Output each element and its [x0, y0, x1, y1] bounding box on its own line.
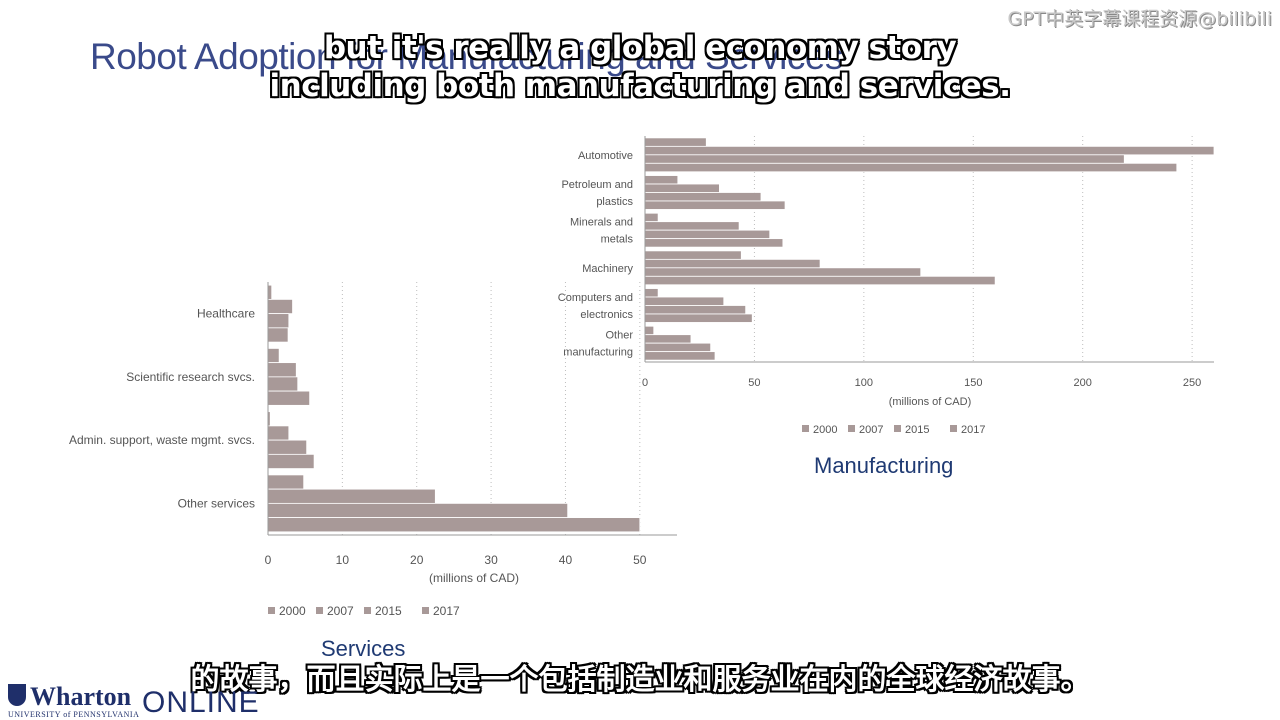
manufacturing-bar-3-2015 [644, 267, 922, 277]
services-tick-label-4: 40 [559, 553, 573, 567]
manufacturing-bar-0-2015 [644, 154, 1125, 164]
services-chart-title: Services [321, 636, 406, 661]
manufacturing-bar-4-2017 [644, 313, 753, 323]
services-legend-label-2015: 2015 [375, 604, 402, 618]
manufacturing-legend-swatch-2000 [802, 425, 809, 432]
manufacturing-category-label-1-line-1: plastics [596, 196, 633, 208]
manufacturing-bar-3-2007 [644, 258, 821, 269]
services-legend-swatch-2015 [364, 607, 371, 614]
manufacturing-bar-2-2007 [644, 221, 740, 231]
services-legend-swatch-2017 [422, 607, 429, 614]
manufacturing-bar-4-2000 [644, 288, 659, 298]
manufacturing-category-label-4-line-1: electronics [580, 309, 633, 321]
manufacturing-tick-label-5: 250 [1183, 377, 1201, 389]
slide-title: Robot Adoption for Manufacturing and Ser… [90, 36, 843, 77]
services-tick-label-5: 50 [633, 553, 647, 567]
manufacturing-bar-1-2017 [644, 200, 786, 210]
services-tick-label-1: 10 [336, 553, 350, 567]
services-x-axis-label: (millions of CAD) [429, 571, 519, 585]
services-bar-3-2017 [267, 517, 641, 533]
manufacturing-bar-5-2015 [644, 342, 712, 353]
services-bar-3-2007 [267, 488, 436, 504]
logo-name: Wharton [30, 682, 132, 711]
manufacturing-bar-5-2017 [644, 351, 716, 361]
services-tick-label-0: 0 [265, 553, 272, 567]
manufacturing-category-label-0: Automotive [578, 150, 633, 162]
manufacturing-tick-label-3: 150 [964, 377, 982, 389]
services-tick-label-2: 20 [410, 553, 424, 567]
services-legend-label-2007: 2007 [327, 604, 354, 618]
services-bar-0-2000 [267, 284, 273, 300]
services-bar-0-2007 [267, 298, 293, 315]
watermark: GPT中英字幕课程资源@bilibili [1007, 8, 1272, 30]
manufacturing-bar-3-2000 [644, 250, 742, 260]
services-legend-label-2017: 2017 [433, 604, 460, 618]
manufacturing-legend-label-2007: 2007 [859, 424, 883, 436]
services-category-label-2: Admin. support, waste mgmt. svcs. [69, 433, 255, 447]
services-bar-0-2017 [267, 327, 289, 343]
shield-crest-icon [8, 684, 26, 706]
services-tick-label-3: 30 [484, 553, 498, 567]
services-bar-2-2007 [267, 425, 290, 441]
services-bar-0-2015 [267, 313, 290, 329]
services-bar-1-2015 [267, 376, 299, 392]
subtitle-english-line-2: including both manufacturing and service… [269, 68, 1012, 104]
manufacturing-bar-1-2007 [644, 183, 720, 193]
manufacturing-bar-5-2007 [644, 334, 692, 344]
manufacturing-bar-4-2007 [644, 296, 725, 306]
manufacturing-legend-swatch-2015 [894, 425, 901, 432]
manufacturing-tick-label-2: 100 [855, 377, 873, 389]
manufacturing-bar-2-2000 [644, 212, 659, 223]
services-bar-1-2007 [267, 362, 297, 378]
manufacturing-bar-0-2000 [644, 137, 707, 147]
manufacturing-bar-4-2015 [644, 305, 747, 315]
services-bar-2-2017 [267, 453, 315, 469]
manufacturing-legend-swatch-2017 [950, 425, 957, 432]
manufacturing-bar-2-2017 [644, 238, 784, 248]
services-bar-3-2015 [267, 502, 569, 519]
manufacturing-legend-swatch-2007 [848, 425, 855, 432]
manufacturing-bar-0-2007 [644, 145, 1215, 156]
subtitle-english-line-1: but it's really a global economy story [323, 30, 957, 66]
services-category-label-3: Other services [178, 496, 255, 510]
services-bar-3-2000 [267, 474, 305, 490]
manufacturing-category-label-2-line-1: metals [601, 234, 634, 246]
manufacturing-category-label-3: Machinery [582, 263, 633, 275]
manufacturing-bar-1-2000 [644, 175, 679, 185]
manufacturing-bar-0-2017 [644, 162, 1178, 173]
manufacturing-legend-label-2017: 2017 [961, 424, 985, 436]
services-legend-swatch-2000 [268, 607, 275, 614]
logo-online: ONLINE [142, 686, 260, 719]
services-bar-2-2015 [267, 439, 308, 455]
manufacturing-category-label-2-line-0: Minerals and [570, 217, 633, 229]
services-legend-swatch-2007 [316, 607, 323, 614]
manufacturing-category-label-5-line-1: manufacturing [563, 347, 633, 359]
manufacturing-chart-title: Manufacturing [814, 453, 954, 478]
manufacturing-legend-label-2000: 2000 [813, 424, 837, 436]
manufacturing-legend-label-2015: 2015 [905, 424, 929, 436]
manufacturing-tick-label-0: 0 [642, 377, 648, 389]
services-bar-1-2000 [267, 348, 280, 364]
services-category-label-1: Scientific research svcs. [126, 370, 255, 384]
manufacturing-tick-label-4: 200 [1074, 377, 1092, 389]
manufacturing-tick-label-1: 50 [748, 377, 760, 389]
services-legend-label-2000: 2000 [279, 604, 306, 618]
manufacturing-bar-5-2000 [644, 325, 655, 336]
services-category-label-0: Healthcare [197, 307, 255, 321]
services-bar-1-2017 [267, 390, 311, 406]
manufacturing-bar-2-2015 [644, 229, 771, 240]
manufacturing-x-axis-label: (millions of CAD) [889, 396, 972, 408]
wharton-logo: Wharton UNIVERSITY of PENNSYLVANIA [8, 684, 139, 719]
manufacturing-bar-3-2017 [644, 275, 996, 286]
manufacturing-bar-1-2015 [644, 192, 762, 202]
logo-university: UNIVERSITY of PENNSYLVANIA [8, 710, 140, 719]
manufacturing-category-label-5-line-0: Other [605, 330, 633, 342]
manufacturing-category-label-1-line-0: Petroleum and [561, 179, 633, 191]
manufacturing-category-label-4-line-0: Computers and [558, 292, 633, 304]
subtitle-chinese: 的故事，而且实际上是一个包括制造业和服务业在内的全球经济故事。 [190, 662, 1090, 696]
